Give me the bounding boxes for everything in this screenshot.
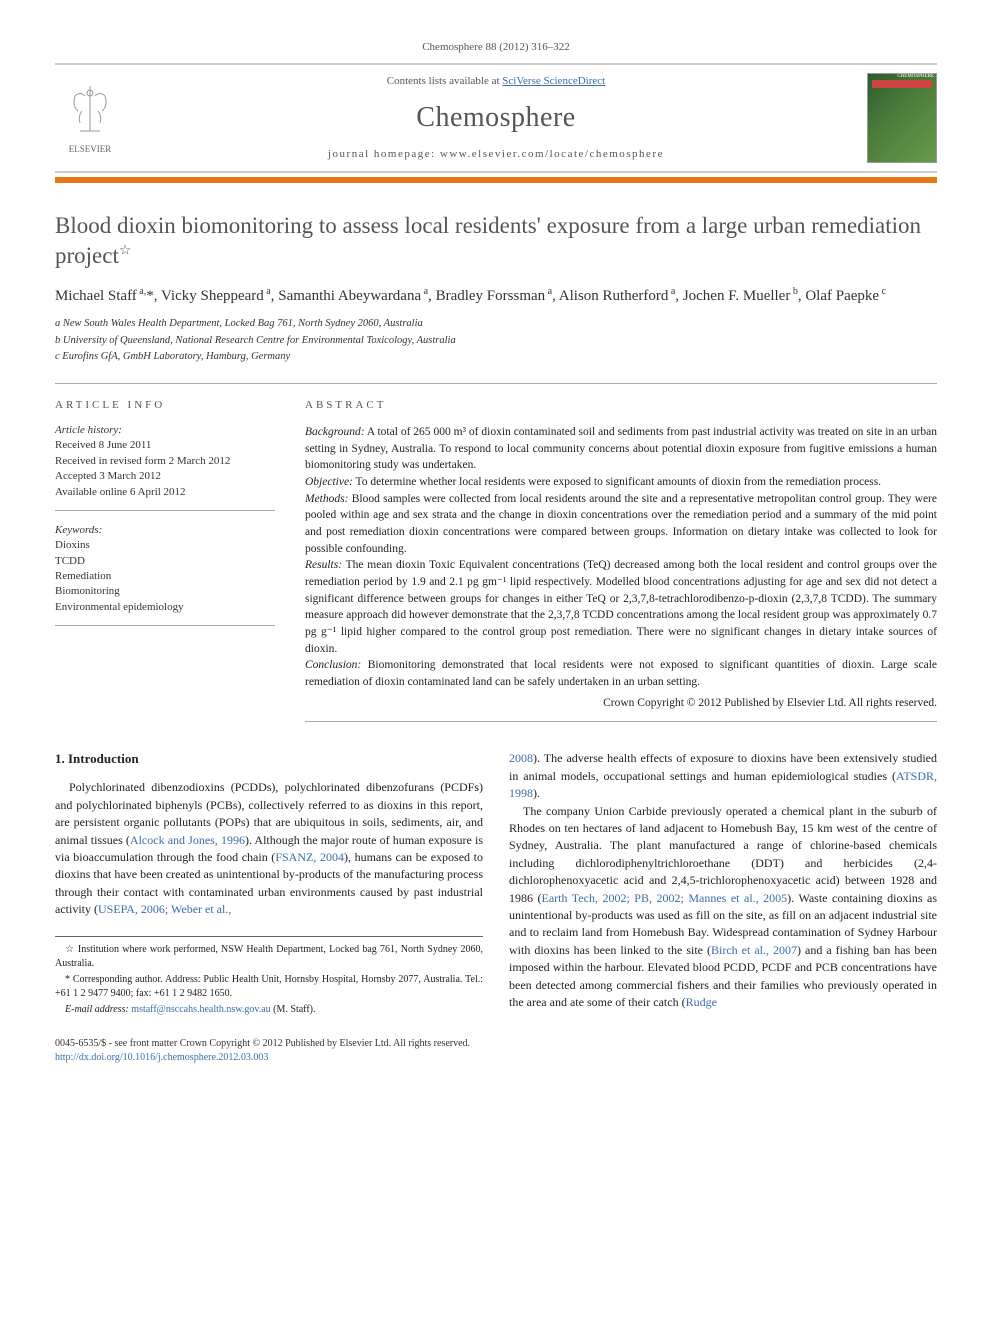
elsevier-logo: ELSEVIER <box>55 78 125 158</box>
abstract-methods-label: Methods: <box>305 493 348 505</box>
email-tail: (M. Staff). <box>271 1004 316 1015</box>
footer-doi[interactable]: http://dx.doi.org/10.1016/j.chemosphere.… <box>55 1051 937 1065</box>
history-received: Received 8 June 2011 <box>55 438 275 453</box>
history-revised: Received in revised form 2 March 2012 <box>55 454 275 469</box>
citation-link[interactable]: Earth Tech, 2002; PB, 2002; Mannes et al… <box>542 891 788 905</box>
section-heading-intro: 1. Introduction <box>55 750 483 769</box>
abstract-panel: ABSTRACT Background: A total of 265 000 … <box>305 398 937 722</box>
abstract-conclusion: Biomonitoring demonstrated that local re… <box>305 659 937 688</box>
abstract-copyright: Crown Copyright © 2012 Published by Else… <box>305 695 937 712</box>
footer-front-matter: 0045-6535/$ - see front matter Crown Cop… <box>55 1037 937 1051</box>
contents-text: Contents lists available at <box>387 75 502 87</box>
abstract-background-label: Background: <box>305 426 365 438</box>
homepage-url[interactable]: www.elsevier.com/locate/chemosphere <box>440 148 664 160</box>
abstract-conclusion-label: Conclusion: <box>305 659 361 671</box>
column-right: 2008). The adverse health effects of exp… <box>509 750 937 1019</box>
text: ). <box>533 786 540 800</box>
footnote-corresponding: * Corresponding author. Address: Public … <box>55 973 483 1001</box>
abstract-objective-label: Objective: <box>305 476 353 488</box>
abstract-rule <box>305 721 937 722</box>
intro-p1: Polychlorinated dibenzodioxins (PCDDs), … <box>55 779 483 918</box>
article-history: Article history: Received 8 June 2011 Re… <box>55 423 275 511</box>
intro-p2: 2008). The adverse health effects of exp… <box>509 750 937 802</box>
citation-link[interactable]: 2008 <box>509 751 533 765</box>
history-accepted: Accepted 3 March 2012 <box>55 469 275 484</box>
history-label: Article history: <box>55 423 275 438</box>
keywords-block: Keywords: Dioxins TCDD Remediation Biomo… <box>55 523 275 626</box>
affiliations: a New South Wales Health Department, Loc… <box>55 316 937 365</box>
footnote-institution: ☆ Institution where work performed, NSW … <box>55 943 483 971</box>
email-label: E-mail address: <box>65 1004 131 1015</box>
journal-name: Chemosphere <box>141 99 851 137</box>
article-info-panel: ARTICLE INFO Article history: Received 8… <box>55 398 275 722</box>
citation-link[interactable]: Birch et al., 2007 <box>711 943 797 957</box>
citation-link[interactable]: Rudge <box>686 995 717 1009</box>
keywords-label: Keywords: <box>55 523 275 538</box>
footnotes: ☆ Institution where work performed, NSW … <box>55 936 483 1017</box>
affiliation-a: a New South Wales Health Department, Loc… <box>55 316 937 332</box>
publisher-name: ELSEVIER <box>69 143 112 155</box>
footnote-email: E-mail address: mstaff@nsccahs.health.ns… <box>55 1003 483 1017</box>
citation-link[interactable]: USEPA, 2006; Weber et al., <box>98 902 231 916</box>
title-footnote-marker: ☆ <box>119 243 132 258</box>
article-info-heading: ARTICLE INFO <box>55 398 275 413</box>
homepage-line: journal homepage: www.elsevier.com/locat… <box>141 147 851 162</box>
abstract-objective: To determine whether local residents wer… <box>353 476 881 488</box>
contents-available: Contents lists available at SciVerse Sci… <box>141 74 851 89</box>
accent-bar <box>55 177 937 183</box>
citation-line: Chemosphere 88 (2012) 316–322 <box>55 40 937 55</box>
journal-cover-thumbnail: CHEMOSPHERE <box>867 73 937 163</box>
keyword: TCDD <box>55 554 275 569</box>
email-link[interactable]: mstaff@nsccahs.health.nsw.gov.au <box>131 1004 270 1015</box>
abstract-background: A total of 265 000 m³ of dioxin contamin… <box>305 426 937 471</box>
abstract-methods: Blood samples were collected from local … <box>305 493 937 555</box>
intro-p3: The company Union Carbide previously ope… <box>509 803 937 1012</box>
author-list: Michael Staff a,*, Vicky Sheppeard a, Sa… <box>55 285 937 306</box>
keyword: Remediation <box>55 569 275 584</box>
text: The company Union Carbide previously ope… <box>509 804 937 905</box>
text: ). The adverse health effects of exposur… <box>509 751 937 782</box>
abstract-results: The mean dioxin Toxic Equivalent concent… <box>305 559 937 654</box>
citation-link[interactable]: Alcock and Jones, 1996 <box>130 833 245 847</box>
keyword: Biomonitoring <box>55 584 275 599</box>
abstract-body: Background: A total of 265 000 m³ of dio… <box>305 424 937 691</box>
abstract-heading: ABSTRACT <box>305 398 937 414</box>
title-text: Blood dioxin biomonitoring to assess loc… <box>55 213 921 268</box>
homepage-label: journal homepage: <box>328 148 440 160</box>
scidirect-link[interactable]: SciVerse ScienceDirect <box>502 75 605 87</box>
affiliation-b: b University of Queensland, National Res… <box>55 333 937 349</box>
abstract-results-label: Results: <box>305 559 342 571</box>
history-online: Available online 6 April 2012 <box>55 485 275 500</box>
column-left: 1. Introduction Polychlorinated dibenzod… <box>55 750 483 1019</box>
keyword: Environmental epidemiology <box>55 600 275 615</box>
article-title: Blood dioxin biomonitoring to assess loc… <box>55 211 937 271</box>
keyword: Dioxins <box>55 538 275 553</box>
citation-link[interactable]: FSANZ, 2004 <box>275 850 344 864</box>
affiliation-c: c Eurofins GfA, GmbH Laboratory, Hamburg… <box>55 349 937 365</box>
journal-header: ELSEVIER Contents lists available at Sci… <box>55 63 937 173</box>
cover-label: CHEMOSPHERE <box>897 74 934 81</box>
body-columns: 1. Introduction Polychlorinated dibenzod… <box>55 750 937 1019</box>
